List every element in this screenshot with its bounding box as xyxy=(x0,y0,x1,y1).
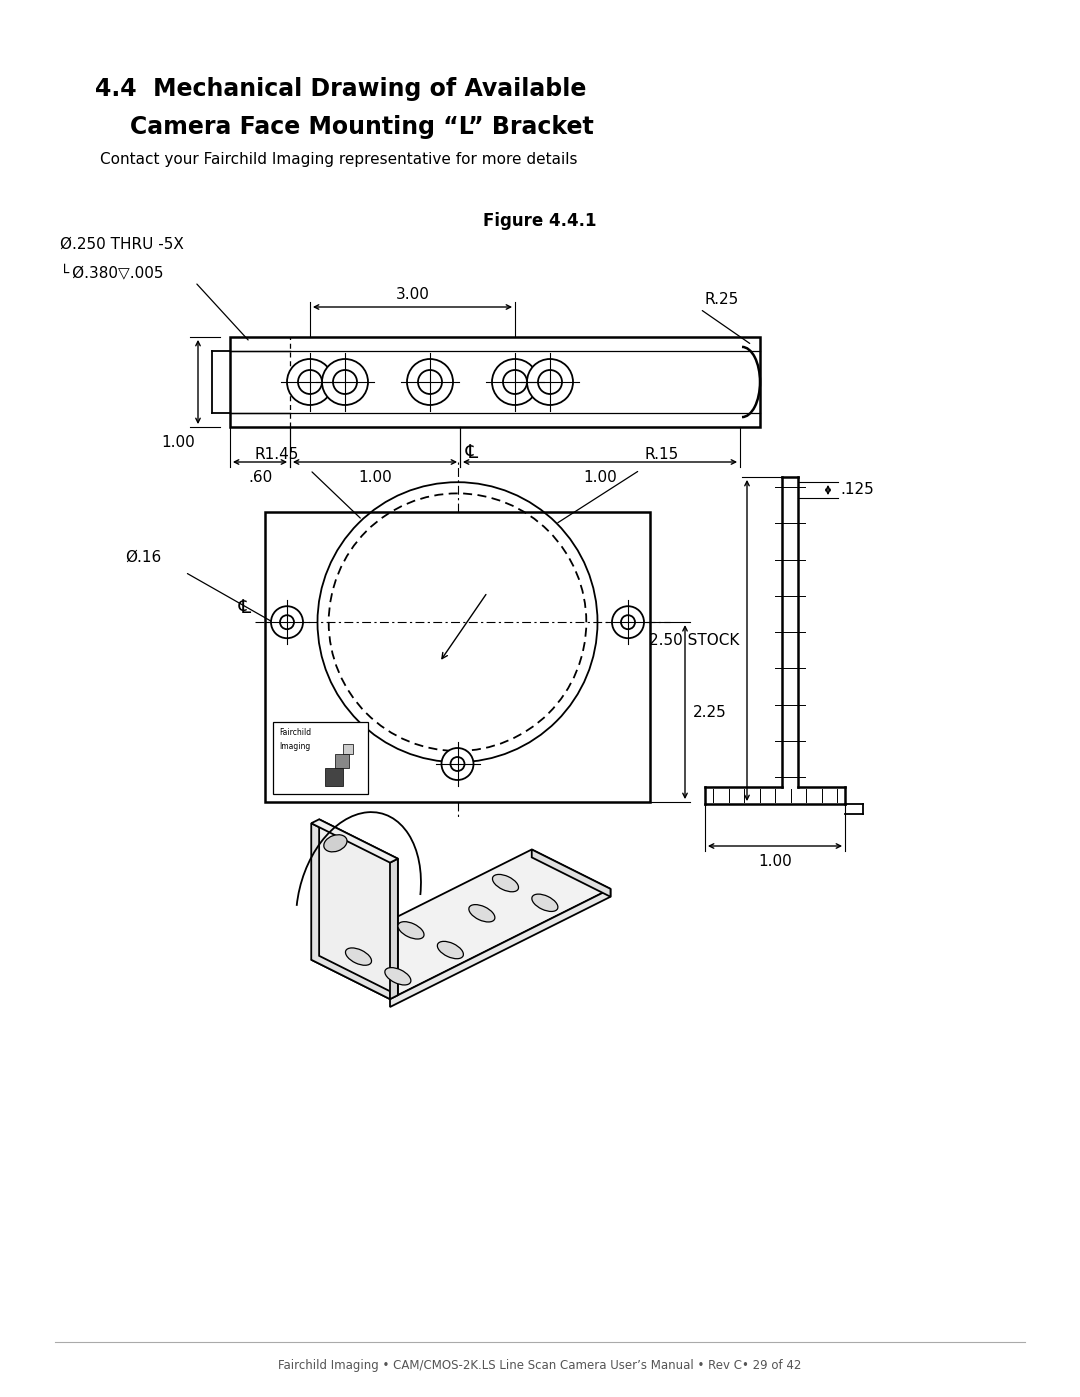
Text: 4.4  Mechanical Drawing of Available: 4.4 Mechanical Drawing of Available xyxy=(95,77,586,101)
Circle shape xyxy=(442,747,473,780)
Circle shape xyxy=(298,370,322,394)
Bar xyxy=(343,745,353,754)
Text: Camera Face Mounting “L” Bracket: Camera Face Mounting “L” Bracket xyxy=(130,115,594,138)
Text: 1.00: 1.00 xyxy=(583,469,617,485)
Ellipse shape xyxy=(531,894,558,911)
Ellipse shape xyxy=(324,835,347,852)
Circle shape xyxy=(450,757,464,771)
Text: 3.00: 3.00 xyxy=(395,286,430,302)
Text: R.25: R.25 xyxy=(705,292,739,307)
Ellipse shape xyxy=(469,905,495,922)
Circle shape xyxy=(621,615,635,629)
Circle shape xyxy=(280,615,294,629)
Circle shape xyxy=(287,359,333,405)
Text: R.15: R.15 xyxy=(645,447,679,462)
Text: Figure 4.4.1: Figure 4.4.1 xyxy=(483,212,597,231)
Circle shape xyxy=(322,359,368,405)
Circle shape xyxy=(538,370,562,394)
Text: 2.50 STOCK: 2.50 STOCK xyxy=(649,633,739,648)
Text: └ Ø.380▽.005: └ Ø.380▽.005 xyxy=(60,264,163,279)
Polygon shape xyxy=(390,888,610,1007)
Text: Ø.250 THRU -5X: Ø.250 THRU -5X xyxy=(60,237,184,251)
Circle shape xyxy=(407,359,453,405)
Text: Fairchild: Fairchild xyxy=(279,728,311,738)
Text: Imaging: Imaging xyxy=(279,742,310,752)
Bar xyxy=(325,768,343,787)
Text: ℄: ℄ xyxy=(235,598,253,617)
Circle shape xyxy=(333,370,357,394)
Text: R1.45: R1.45 xyxy=(255,447,299,462)
Text: ℄: ℄ xyxy=(462,443,480,462)
Circle shape xyxy=(418,370,442,394)
Text: 1.00: 1.00 xyxy=(758,854,792,869)
Text: 1.00: 1.00 xyxy=(359,469,392,485)
Text: 1.00: 1.00 xyxy=(161,434,195,450)
Text: 2.25: 2.25 xyxy=(693,704,727,719)
Circle shape xyxy=(271,606,303,638)
Ellipse shape xyxy=(437,942,463,958)
Text: .125: .125 xyxy=(840,482,874,497)
Polygon shape xyxy=(311,823,390,999)
Bar xyxy=(265,511,650,802)
Bar xyxy=(230,337,760,427)
Polygon shape xyxy=(319,819,397,995)
Polygon shape xyxy=(390,859,397,999)
Ellipse shape xyxy=(346,949,372,965)
Circle shape xyxy=(492,359,538,405)
Polygon shape xyxy=(311,819,397,862)
Circle shape xyxy=(527,359,573,405)
Bar xyxy=(335,754,349,768)
Text: Fairchild Imaging • CAM/CMOS-2K.LS Line Scan Camera User’s Manual • Rev C• 29 of: Fairchild Imaging • CAM/CMOS-2K.LS Line … xyxy=(279,1359,801,1372)
Ellipse shape xyxy=(397,922,424,939)
Polygon shape xyxy=(531,849,610,897)
Text: .60: .60 xyxy=(248,469,272,485)
Ellipse shape xyxy=(492,875,518,891)
Polygon shape xyxy=(311,849,610,999)
Bar xyxy=(273,722,368,793)
Text: Ø.16: Ø.16 xyxy=(125,549,161,564)
Circle shape xyxy=(503,370,527,394)
Text: Contact your Fairchild Imaging representative for more details: Contact your Fairchild Imaging represent… xyxy=(100,152,578,168)
Circle shape xyxy=(612,606,644,638)
Ellipse shape xyxy=(384,968,410,985)
